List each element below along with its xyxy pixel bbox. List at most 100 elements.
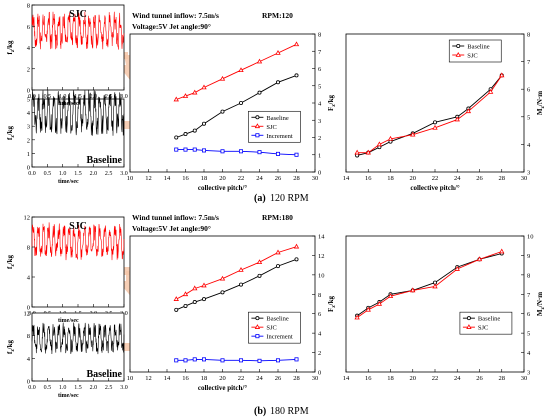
inset-sjc-plot-ytick-label: 6 (27, 24, 31, 31)
inset-baseline-ylabel: fz/kg (6, 125, 16, 140)
data-point (173, 296, 179, 301)
inset-baseline-plot-ytick-label: 12 (24, 311, 31, 318)
data-point (376, 141, 383, 147)
data-point (465, 108, 472, 114)
y-tick-label: 0 (318, 370, 321, 377)
x-tick-label: 26 (476, 175, 483, 182)
data-point (174, 147, 179, 152)
x-axis-label: collective pitch/° (198, 384, 247, 392)
inset-sjc-plot-xtick-label: 0.0 (28, 94, 36, 100)
data-point (410, 287, 416, 293)
data-point (183, 303, 188, 308)
data-point (192, 285, 198, 291)
data-point (183, 132, 188, 137)
data-point (487, 88, 494, 94)
legend: Baseline SJC (448, 39, 502, 63)
y-tick-label: 7 (527, 292, 531, 299)
y-axis-label: Fz/kg (327, 95, 337, 111)
inset-baseline-plot-ytick-label: 4 (27, 356, 31, 363)
inset-baseline-plot-frame (31, 312, 125, 382)
y-tick-label: 7 (318, 49, 322, 56)
legend-label: SJC (478, 325, 488, 332)
data-point (376, 300, 383, 306)
data-point (192, 89, 198, 95)
x-tick-label: 22 (238, 175, 245, 182)
inset-baseline-plot-xtick-label: 1.0 (59, 171, 67, 177)
y-tick-label: 4 (318, 331, 322, 338)
data-point (275, 358, 280, 363)
panel-a-info: Wind tunnel inflow: 7.5m/s RPM:120 Volta… (132, 11, 293, 31)
data-point (454, 266, 460, 271)
inset-baseline-plot-xtick-label: 1.0 (59, 385, 67, 391)
chart-frame (345, 235, 525, 373)
inset-baseline-plot-xtick-label: 2.5 (105, 385, 113, 391)
x-tick-label: 22 (432, 375, 439, 382)
panel-b-info: Wind tunnel inflow: 7.5m/s RPM:180 Volta… (132, 213, 293, 233)
y-tick-label: 14 (318, 234, 325, 241)
y-tick-label: 5 (527, 114, 530, 121)
inset-baseline-plot-xtick-label: 2.5 (105, 171, 113, 177)
data-point (238, 358, 243, 363)
x-tick-label: 10 (127, 375, 134, 382)
legend-box (448, 39, 502, 63)
inset-sjc-plot-ytick-label: 0 (27, 88, 30, 95)
inset-sjc-plot-xtick-label: 0.5 (44, 94, 52, 100)
x-axis-label: collective pitch/° (410, 184, 459, 192)
legend-label: Increment (266, 133, 293, 140)
x-tick-label: 26 (275, 175, 282, 182)
x-tick-label: 16 (365, 175, 372, 182)
data-point (238, 149, 243, 154)
chart-frame (129, 235, 316, 373)
legend-marker (455, 51, 461, 57)
inset-sjc-plot-ytick-label: 4 (27, 275, 31, 282)
data-point (410, 131, 416, 137)
inset-sjc-label: SJC (69, 9, 87, 20)
inset-baseline-plot-ytick-label: 5 (27, 97, 30, 104)
info-voltage-b: Voltage:5V Jet angle:90° (132, 224, 211, 233)
chart-frame (129, 33, 316, 173)
data-point (182, 93, 189, 98)
data-point (220, 358, 225, 363)
inset-sjc-xlabel: time/sec (58, 318, 79, 324)
data-point (294, 152, 299, 157)
legend-label: Baseline (467, 44, 489, 51)
series-baseline (174, 73, 299, 140)
series-sjc (354, 248, 505, 320)
x-tick-label: 22 (238, 375, 245, 382)
y-tick-label: 5 (318, 83, 321, 90)
data-point (275, 264, 280, 269)
x-tick-label: 18 (387, 375, 394, 382)
x-tick-label: 30 (312, 375, 319, 382)
data-point (220, 109, 225, 114)
x-tick-label: 24 (454, 375, 461, 382)
data-point (293, 41, 300, 47)
inset-sjc-ylabel: fz/kg (6, 254, 16, 269)
data-point (387, 293, 394, 299)
inset-sjc-plot-ytick-label: 12 (24, 215, 31, 222)
y-tick-label: 8 (318, 292, 321, 299)
data-point (174, 135, 179, 140)
inset-sjc-plot-xtick-label: 2.0 (90, 94, 98, 100)
series-sjc (173, 243, 300, 301)
series-increment (174, 147, 299, 157)
data-point (238, 101, 243, 106)
series-line (357, 75, 503, 154)
data-point (192, 300, 197, 305)
y-tick-label: 3 (527, 170, 530, 177)
caption-b-letter: (b) (254, 406, 266, 417)
x-tick-label: 28 (293, 375, 300, 382)
data-point (201, 148, 206, 153)
legend-marker (456, 44, 461, 49)
data-point (499, 72, 505, 78)
data-point (219, 75, 226, 81)
x-tick-label: 20 (410, 175, 417, 182)
inset-baseline-plot-xtick-label: 0.0 (28, 171, 36, 177)
data-point (432, 124, 438, 130)
data-point (432, 120, 437, 125)
data-point (174, 358, 179, 363)
inset-baseline-xlabel: time/sec (58, 179, 79, 185)
